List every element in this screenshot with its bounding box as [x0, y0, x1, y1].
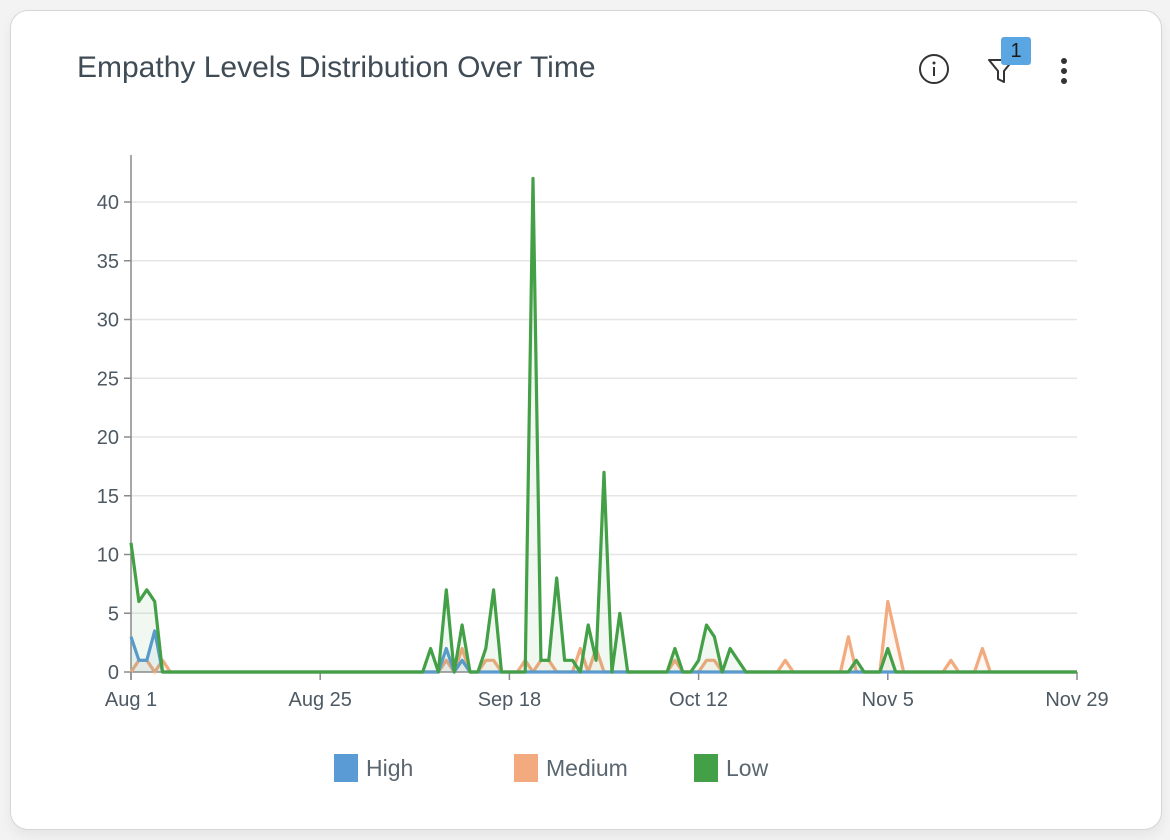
y-tick-label: 20	[97, 427, 119, 449]
legend-label: Medium	[546, 754, 628, 781]
x-tick-label: Sep 18	[478, 689, 541, 711]
x-tick-label: Nov 29	[1045, 689, 1108, 711]
y-tick-label: 10	[97, 545, 119, 567]
y-tick-label: 25	[97, 368, 119, 390]
y-tick-label: 5	[108, 603, 119, 625]
y-tick-label: 0	[108, 662, 119, 684]
line-chart: 0 5 10 15 20 25 30 35 40 Aug 1 Aug 25 Sep 18 Oct 12 N…	[97, 155, 1109, 711]
legend-swatch	[334, 754, 358, 782]
more-vertical-icon[interactable]	[1055, 55, 1073, 87]
legend-item-high[interactable]: High	[334, 753, 413, 783]
series-area-low	[131, 178, 1077, 672]
legend-label: Low	[726, 754, 769, 781]
filter-count-badge[interactable]: 1	[1001, 37, 1031, 65]
y-tick-label: 30	[97, 310, 119, 332]
legend-item-medium[interactable]: Medium	[514, 753, 628, 783]
y-tick-label: 15	[97, 486, 119, 508]
y-tick-label: 35	[97, 251, 119, 273]
x-tick-label: Nov 5	[862, 689, 914, 711]
chart-title: Empathy Levels Distribution Over Time	[77, 51, 596, 84]
legend-swatch	[694, 754, 718, 782]
legend-swatch	[514, 754, 538, 782]
info-icon[interactable]	[918, 53, 950, 85]
legend-label: High	[366, 754, 414, 781]
legend-item-low[interactable]: Low	[694, 753, 768, 783]
series-line-medium[interactable]	[129, 599, 1077, 674]
chart-card: Empathy Levels Distribution Over Time 1 …	[10, 10, 1162, 830]
x-tick-label: Oct 12	[669, 689, 728, 711]
x-tick-label: Aug 1	[105, 689, 157, 711]
y-tick-label: 40	[97, 192, 119, 214]
series-area-medium	[131, 601, 1077, 672]
chart-legend: High Medium Low	[11, 753, 1161, 787]
x-tick-label: Aug 25	[289, 689, 352, 711]
series-line-low[interactable]	[129, 176, 1077, 674]
